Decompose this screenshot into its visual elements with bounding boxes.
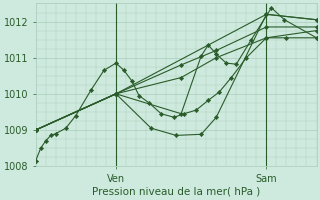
X-axis label: Pression niveau de la mer( hPa ): Pression niveau de la mer( hPa ) <box>92 187 260 197</box>
